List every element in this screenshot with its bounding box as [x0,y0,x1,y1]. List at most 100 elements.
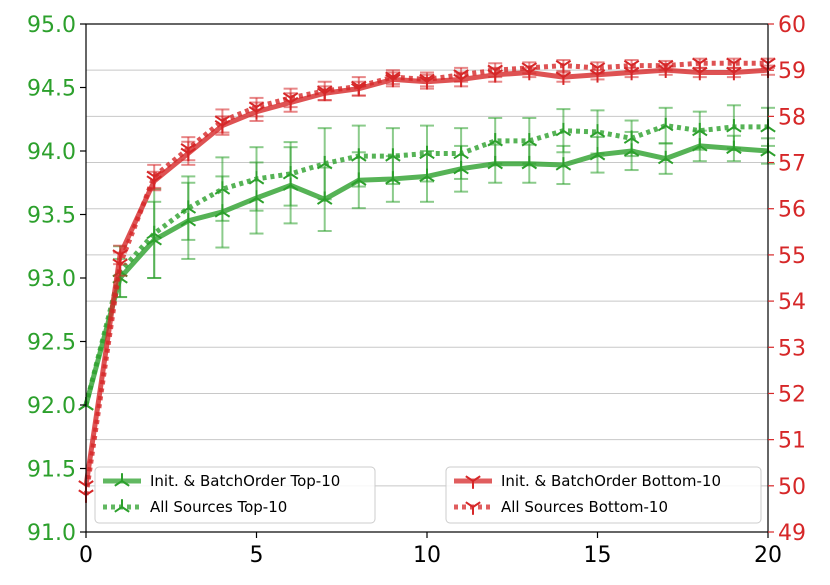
point-1-6-arm2 [282,173,292,180]
point-1-7-arm2 [316,162,326,170]
point-3-6-arm3 [290,92,299,99]
point-1-15-arm3 [596,131,606,138]
point-1-16-arm3 [631,137,640,144]
point-3-17-arm3 [665,59,674,67]
legend-marker-bottom10-dotted-glyph-arm3 [472,501,481,508]
point-0-4-arm2 [214,211,223,218]
point-1-8-arm2 [351,155,360,162]
point-0-9-arm3 [392,178,401,185]
point-3-0-arm3 [85,489,94,496]
legend-marker-top10-dotted [114,499,130,513]
point-3-19 [726,57,742,72]
point-0-16-arm2 [623,150,633,157]
point-0-10-arm2 [419,175,428,183]
point-1-9 [385,148,401,162]
series-layer [78,57,776,503]
point-3-7-arm2 [316,85,326,92]
point-1-7-arm3 [324,162,333,170]
point-1-2-arm2 [146,232,155,240]
y-right-tick-label-53: 53 [778,336,806,361]
point-3-3-arm2 [180,143,189,150]
point-3-14-arm3 [562,59,572,67]
point-0-8-arm3 [358,179,367,186]
point-1-3-arm2 [180,207,189,214]
point-2-14 [555,71,572,85]
y-left-tick-label-91.0: 91.0 [27,521,76,546]
y-left-tick-label-91.5: 91.5 [27,458,76,483]
point-1-9-arm2 [385,155,394,162]
point-2-6-arm3 [290,96,299,104]
series-3 [78,57,776,503]
point-3-20-arm2 [760,57,769,65]
point-0-15-arm3 [596,153,606,161]
point-1-11-arm2 [453,152,462,160]
point-3-5 [248,101,265,115]
point-1-13 [521,133,538,147]
point-3-13-arm3 [528,62,538,69]
point-0-16-arm3 [631,150,640,157]
point-1-18-arm2 [692,129,701,137]
point-1-14-arm3 [562,129,572,137]
point-3-13 [521,62,538,76]
point-1-13-arm3 [528,140,538,147]
point-0-17-arm3 [665,157,674,165]
y-left-tick-label-94.5: 94.5 [27,77,76,102]
point-2-14-arm3 [562,71,572,78]
legend-marker-bottom10-dotted-glyph [465,501,481,515]
legend-marker-bottom10-solid-glyph [465,475,481,489]
legend-label-top10-solid: Init. & BatchOrder Top-10 [150,472,340,490]
point-3-8-arm3 [358,80,367,88]
y-right-tick-label-55: 55 [778,244,806,269]
point-1-15-arm2 [589,131,599,138]
point-3-18-arm2 [692,57,701,65]
point-1-19-arm2 [726,126,735,133]
legend-label-bottom10-solid: Init. & BatchOrder Bottom-10 [501,472,721,490]
point-3-12-arm2 [487,64,496,72]
point-1-2 [146,225,162,240]
point-3-14-arm2 [555,59,564,67]
point-3-9-arm2 [385,71,394,78]
axes: 0 5 10 15 20 91.0 91.5 92.0 92.5 93.0 93.5 94.0 94.5… [27,13,806,568]
x-tick-label-20: 20 [754,543,782,568]
point-3-0-arm2 [78,489,87,496]
point-2-9-arm2 [385,73,394,81]
point-3-10 [419,73,435,88]
point-1-17-arm3 [665,124,674,132]
point-3-19-arm3 [733,57,742,65]
legend-label-top10-dotted: All Sources Top-10 [150,498,287,516]
y-right-tick-label-57: 57 [778,152,806,177]
point-3-15-arm2 [589,62,599,69]
point-3-2 [146,170,162,185]
point-3-18-arm3 [699,57,708,65]
point-2-4-arm3 [221,119,231,127]
point-1-18-arm3 [699,129,708,137]
y-left-tick-label-92.5: 92.5 [27,331,76,356]
legend-marker-bottom10-dotted [465,501,481,515]
point-0-20-arm2 [760,150,769,157]
point-0-5-arm3 [255,197,265,204]
point-3-11-arm2 [453,69,462,76]
legend-marker-bottom10-dotted-glyph-arm2 [465,501,474,508]
series-1 [78,104,776,411]
point-1-0-arm2 [78,404,87,411]
y-right-tick-label-50: 50 [778,475,806,500]
point-1-14 [555,122,572,137]
y-right-tick-label-54: 54 [778,290,806,315]
series-line-1 [83,123,768,406]
point-1-0-arm3 [85,404,94,411]
x-tick-label-10: 10 [413,543,441,568]
legend-left-frame [94,466,376,524]
point-1-6-arm3 [290,173,299,180]
point-3-12-arm3 [494,64,503,72]
point-3-9 [385,71,401,85]
point-1-11 [453,145,469,160]
point-1-20-arm3 [767,126,776,133]
point-1-2-arm3 [153,232,162,240]
point-1-5-arm3 [255,178,265,185]
point-1-19-arm3 [733,126,742,133]
point-0-14 [555,157,572,171]
point-3-15-arm3 [596,62,606,69]
point-1-5-arm2 [248,178,258,185]
point-0-2-arm3 [153,239,162,246]
y-right-tick-label-59: 59 [778,59,806,84]
